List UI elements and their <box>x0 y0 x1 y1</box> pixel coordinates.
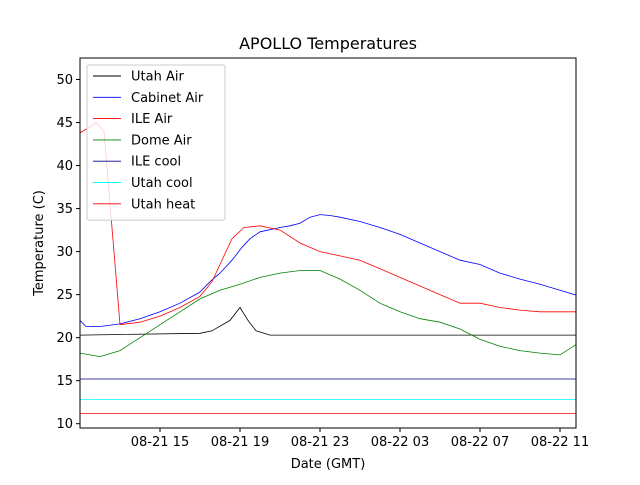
y-tick-label: 30 <box>56 245 73 260</box>
x-tick-label: 08-21 19 <box>211 435 269 450</box>
y-axis-label: Temperature (C) <box>32 190 47 297</box>
legend: Utah Air Cabinet Air ILE Air Dome Air ILE co… <box>86 64 226 221</box>
legend-label: Utah Air <box>131 70 184 85</box>
x-tick-label: 08-22 11 <box>531 435 589 450</box>
plot-frame <box>79 57 577 429</box>
x-tick-label: 08-22 07 <box>451 435 509 450</box>
y-tick-label: 25 <box>56 288 73 303</box>
legend-label: Utah cool <box>131 176 193 191</box>
y-tick-label: 40 <box>56 159 73 174</box>
y-tick-label: 35 <box>56 202 73 217</box>
series-group <box>80 121 576 414</box>
legend-label: Dome Air <box>131 133 192 148</box>
y-axis: 10 15 20 25 30 35 40 45 50 <box>56 73 80 432</box>
series-line-ile-air <box>80 121 576 326</box>
legend-label: Utah heat <box>131 197 195 212</box>
legend-label: ILE cool <box>131 155 181 170</box>
series-line-dome-air <box>80 270 576 358</box>
y-tick-label: 10 <box>56 417 73 432</box>
legend-label: Cabinet Air <box>131 91 204 106</box>
y-tick-label: 45 <box>56 116 73 131</box>
y-tick-label: 50 <box>56 73 73 88</box>
x-tick-label: 08-22 03 <box>371 435 429 450</box>
x-tick-label: 08-21 15 <box>131 435 189 450</box>
y-tick-label: 15 <box>56 374 73 389</box>
legend-box <box>86 64 226 221</box>
series-line-utah-air <box>80 306 576 336</box>
x-axis: 08-21 15 08-21 19 08-21 23 08-22 03 08-22 07… <box>131 428 589 450</box>
chart-title: APOLLO Temperatures <box>239 34 417 53</box>
x-tick-label: 08-21 23 <box>291 435 349 450</box>
x-axis-label: Date (GMT) <box>291 457 366 472</box>
y-tick-label: 20 <box>56 331 73 346</box>
legend-label: ILE Air <box>131 112 173 127</box>
series-line-cabinet-air <box>80 214 576 327</box>
